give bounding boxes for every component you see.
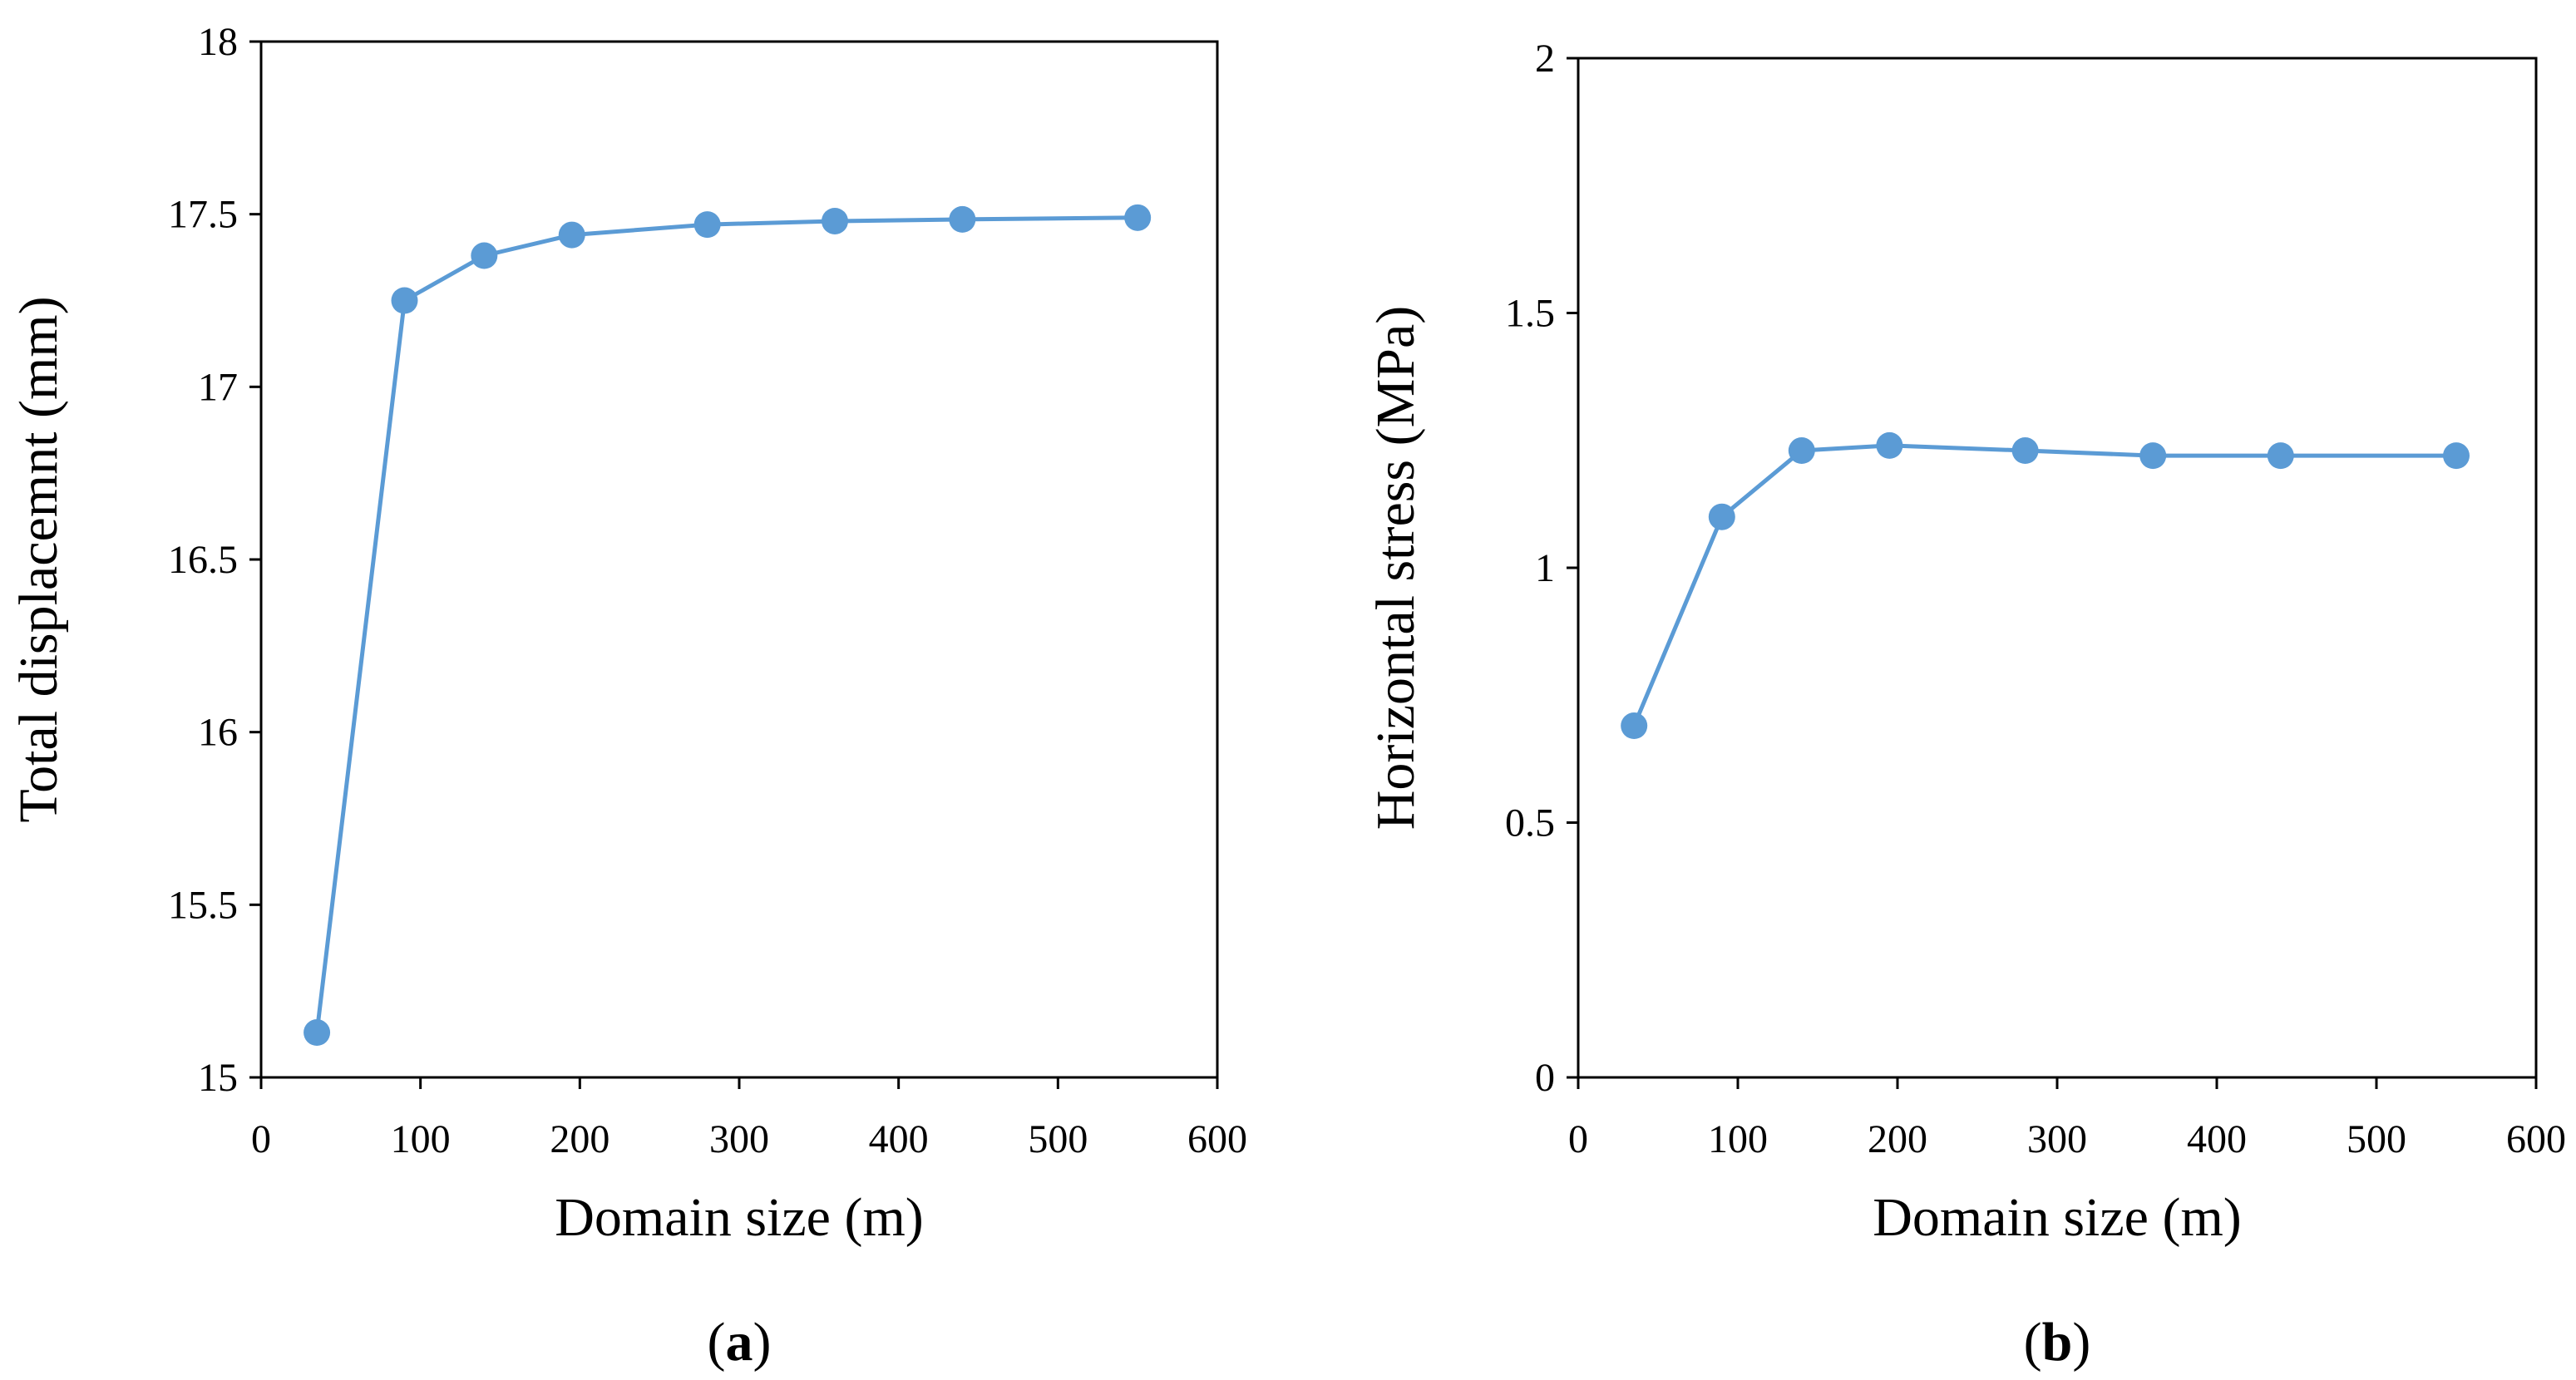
y-tick-label: 17 <box>198 365 238 409</box>
x-tick-label: 200 <box>1868 1117 1927 1161</box>
data-point <box>1124 204 1152 231</box>
panel-label: (a) <box>708 1312 772 1373</box>
y-tick-label: 2 <box>1535 37 1555 81</box>
data-point <box>822 207 848 234</box>
data-point <box>949 205 976 233</box>
data-point <box>1788 437 1815 465</box>
panel-label: (b) <box>2024 1312 2091 1373</box>
x-tick-label: 500 <box>2347 1117 2406 1161</box>
data-point <box>2139 442 2167 470</box>
y-tick-label: 16 <box>198 711 238 755</box>
x-axis-label: Domain size (m) <box>555 1187 924 1248</box>
y-tick-label: 15.5 <box>168 883 238 927</box>
y-tick-label: 16.5 <box>168 538 238 582</box>
data-point <box>391 287 418 314</box>
series-line <box>314 215 1138 1033</box>
panel-label-open: ( <box>708 1312 726 1373</box>
panel-label-letter: a <box>726 1312 753 1373</box>
x-tick-label: 600 <box>1187 1117 1247 1161</box>
panel-label-letter: b <box>2042 1312 2073 1373</box>
series-line <box>1631 443 2456 727</box>
y-tick-label: 17.5 <box>168 193 238 237</box>
y-tick-label: 0.5 <box>1505 801 1555 845</box>
x-tick-label: 300 <box>2027 1117 2087 1161</box>
data-point <box>2011 437 2039 465</box>
y-tick-label: 15 <box>198 1056 238 1100</box>
data-point <box>471 242 498 269</box>
data-point <box>558 221 585 249</box>
data-point <box>1876 431 1903 459</box>
y-tick-label: 18 <box>198 20 238 64</box>
x-tick-label: 400 <box>2187 1117 2247 1161</box>
y-tick-label: 1 <box>1535 546 1555 590</box>
x-tick-label: 500 <box>1028 1117 1088 1161</box>
x-axis-label: Domain size (m) <box>1873 1187 2242 1248</box>
x-tick-label: 200 <box>550 1117 609 1161</box>
y-axis-label: Total displacemnt (mm) <box>8 296 69 822</box>
x-tick-label: 600 <box>2506 1117 2566 1161</box>
chart-panel-b: 0 0.5 1 1.5 2 0 100 200 300 400 500 600 Domain size … <box>1365 37 2566 1373</box>
panel-label-close: ) <box>2072 1312 2090 1373</box>
y-tick-label: 0 <box>1535 1056 1555 1100</box>
x-tick-label: 0 <box>251 1117 271 1161</box>
panel-label-open: ( <box>2024 1312 2042 1373</box>
data-point <box>2267 442 2294 470</box>
y-tick-label: 1.5 <box>1505 292 1555 336</box>
x-tick-label: 0 <box>1568 1117 1588 1161</box>
data-point <box>1708 503 1735 530</box>
data-point <box>1621 712 1648 740</box>
panel-label-close: ) <box>753 1312 772 1373</box>
data-point <box>693 211 721 239</box>
chart-panel-a: 15 15.5 16 16.5 17 17.5 18 0 100 200 300 400 500 600 D… <box>8 20 1247 1373</box>
data-point <box>2443 442 2470 470</box>
x-tick-label: 100 <box>1708 1117 1768 1161</box>
x-tick-label: 300 <box>709 1117 769 1161</box>
x-tick-label: 100 <box>391 1117 451 1161</box>
data-point <box>303 1019 331 1047</box>
x-tick-label: 400 <box>869 1117 929 1161</box>
y-axis-label: Horizontal stress (MPa) <box>1365 306 1426 830</box>
